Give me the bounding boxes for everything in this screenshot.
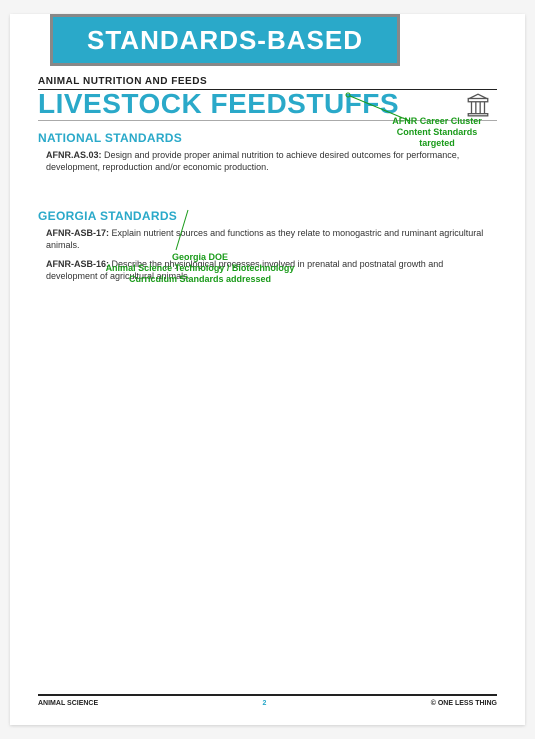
- standard-code: AFNR.AS.03:: [46, 150, 102, 160]
- standard-text: Design and provide proper animal nutriti…: [46, 150, 459, 172]
- annotation-line: AFNR Career Cluster: [382, 116, 492, 127]
- annotation-line: targeted: [382, 138, 492, 149]
- national-standard-item: AFNR.AS.03: Design and provide proper an…: [46, 149, 489, 173]
- footer-right: © ONE LESS THING: [431, 700, 497, 707]
- pillar-icon: [465, 92, 491, 118]
- annotation-line: Content Standards: [382, 127, 492, 138]
- standard-code: AFNR-ASB-17:: [46, 228, 109, 238]
- footer-left: ANIMAL SCIENCE: [38, 700, 98, 707]
- afnr-annotation: AFNR Career Cluster Content Standards ta…: [382, 116, 492, 148]
- page-number: 2: [263, 700, 267, 707]
- annotation-line: Animal Science Technology / Biotechnolog…: [90, 263, 310, 274]
- banner-text: STANDARDS-BASED: [87, 25, 363, 56]
- annotation-line: Georgia DOE: [90, 252, 310, 263]
- standard-text: Explain nutrient sources and functions a…: [46, 228, 483, 250]
- annotation-line: Curriculum Standards addressed: [90, 274, 310, 285]
- annotation-arrow: [170, 206, 210, 256]
- georgia-heading: GEORGIA STANDARDS: [38, 209, 497, 223]
- page-footer: ANIMAL SCIENCE 2 © ONE LESS THING: [38, 694, 497, 707]
- standards-banner: STANDARDS-BASED: [50, 14, 400, 66]
- georgia-standard-item: AFNR-ASB-17: Explain nutrient sources an…: [46, 227, 489, 251]
- gadoe-annotation: Georgia DOE Animal Science Technology / …: [90, 252, 310, 284]
- document-page: STANDARDS-BASED ANIMAL NUTRITION AND FEE…: [10, 14, 525, 725]
